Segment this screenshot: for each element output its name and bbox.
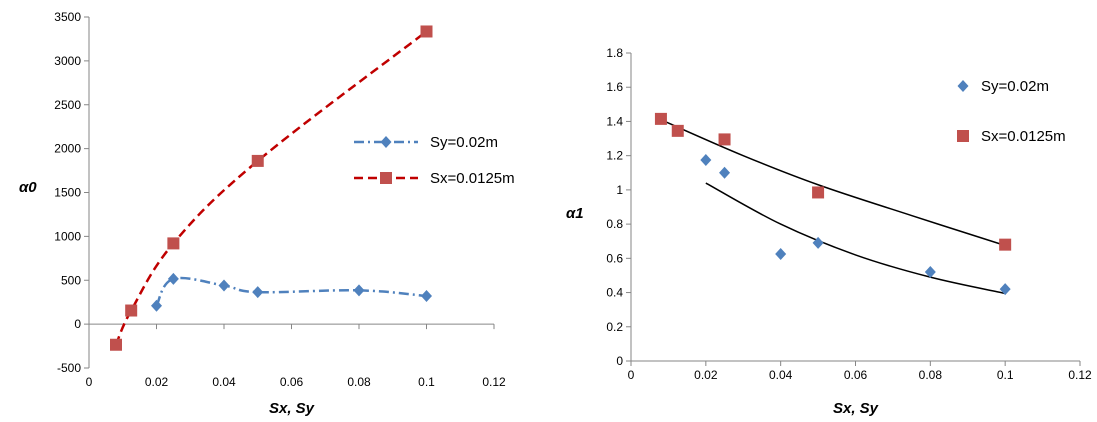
y-tick-label: 0.4: [606, 286, 623, 300]
y-tick-label: 2500: [54, 98, 81, 112]
x-tick-label: 0.08: [347, 375, 371, 389]
data-point: [251, 154, 264, 167]
legend-label: Sy=0.02m: [981, 78, 1049, 95]
series-line: [155, 276, 427, 307]
legend-marker: [957, 80, 969, 92]
x-tick-label: 0.02: [145, 375, 169, 389]
data-point: [218, 279, 230, 292]
y-tick-label: 1.8: [606, 46, 623, 60]
data-point: [421, 290, 432, 303]
trendline: [660, 119, 1006, 247]
data-point: [353, 284, 365, 297]
legend-label: Sx=0.0125m: [430, 170, 515, 187]
data-point: [671, 124, 684, 137]
x-tick-label: 0.06: [844, 368, 868, 382]
y-tick-label: 1: [616, 183, 623, 197]
legend-entry: Sx=0.0125m: [957, 128, 1066, 145]
data-point: [700, 153, 712, 166]
series-1: [700, 153, 1011, 296]
x-tick-label: 0.1: [997, 368, 1014, 382]
y-tick-label: 1.4: [606, 114, 623, 128]
data-point: [718, 133, 731, 146]
x-axis-label: Sx, Sy: [269, 400, 315, 417]
legend-marker: [957, 130, 969, 142]
y-axis-label: α1: [566, 205, 584, 222]
series-2: [654, 112, 1012, 251]
x-axis-label: Sx, Sy: [833, 400, 879, 417]
data-point: [999, 283, 1011, 296]
data-point: [775, 248, 787, 261]
y-tick-label: 3000: [54, 54, 81, 68]
series-2: [110, 25, 433, 351]
x-tick-label: 0.12: [1068, 368, 1092, 382]
x-tick-label: 0.12: [482, 375, 506, 389]
data-point: [924, 266, 936, 279]
y-tick-label: 0: [616, 354, 623, 368]
data-point: [167, 272, 179, 285]
trendline: [705, 182, 1006, 295]
y-tick-label: 500: [61, 273, 81, 287]
x-tick-label: 0.06: [280, 375, 304, 389]
y-tick-label: 0.6: [606, 251, 623, 265]
y-tick-label: 1500: [54, 186, 81, 200]
y-tick-label: 0.8: [606, 217, 623, 231]
x-tick-label: 0: [86, 375, 93, 389]
x-tick-label: 0.02: [694, 368, 718, 382]
chart-1: -500 0 500 1000 1500 2000 2500 3000 3500 0 0.02 0.0…: [19, 10, 515, 417]
y-tick-label: 2000: [54, 142, 81, 156]
data-point: [812, 236, 824, 249]
data-point: [654, 112, 667, 125]
data-point: [999, 238, 1012, 251]
data-point: [812, 186, 825, 199]
y-tick-label: 0.2: [606, 320, 623, 334]
data-point: [252, 286, 264, 299]
data-point: [167, 237, 180, 250]
y-tick-label: 1000: [54, 229, 81, 243]
data-point: [151, 299, 162, 312]
data-point: [110, 338, 122, 351]
x-tick-label: 0.08: [919, 368, 943, 382]
data-point: [420, 25, 433, 38]
series-1: [151, 272, 432, 312]
data-point: [719, 166, 731, 179]
series-line: [114, 30, 428, 346]
y-tick-label: 1.6: [606, 80, 623, 94]
legend-marker: [380, 136, 392, 148]
y-tick-label: 3500: [54, 10, 81, 24]
legend-label: Sy=0.02m: [430, 134, 498, 151]
legend-entry: Sx=0.0125m: [354, 170, 515, 187]
y-tick-label: 0: [74, 317, 81, 331]
x-tick-label: 0: [628, 368, 635, 382]
data-point: [125, 304, 138, 317]
y-axis-label: α0: [19, 179, 37, 196]
x-tick-label: 0.1: [418, 375, 435, 389]
legend-entry: Sy=0.02m: [957, 78, 1049, 95]
legend-label: Sx=0.0125m: [981, 128, 1066, 145]
y-tick-label: 1.2: [606, 149, 623, 163]
x-tick-label: 0.04: [769, 368, 793, 382]
legend-entry: Sy=0.02m: [354, 134, 498, 151]
y-tick-label: -500: [57, 361, 81, 375]
x-tick-label: 0.04: [212, 375, 236, 389]
legend-marker: [380, 172, 392, 184]
chart-2: 0 0.2 0.4 0.6 0.8 1 1.2 1.4 1.6 1.8 0 0.02 0.04 0.06 0…: [566, 46, 1092, 417]
